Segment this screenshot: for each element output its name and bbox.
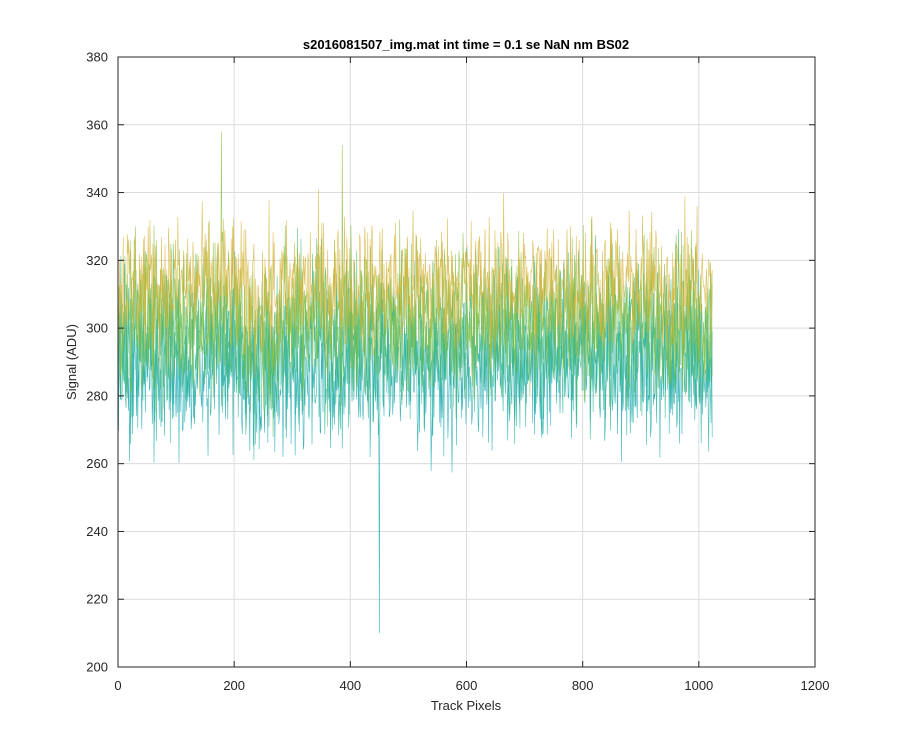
y-tick-label: 300 bbox=[86, 321, 108, 336]
y-tick-label: 340 bbox=[86, 185, 108, 200]
x-tick-label: 1000 bbox=[684, 678, 713, 693]
x-tick-label: 400 bbox=[339, 678, 361, 693]
y-tick-label: 320 bbox=[86, 253, 108, 268]
y-tick-label: 260 bbox=[86, 456, 108, 471]
y-tick-label: 360 bbox=[86, 117, 108, 132]
x-axis: 0 200 400 600 800 1000 1200 bbox=[114, 57, 829, 693]
x-tick-label: 600 bbox=[456, 678, 478, 693]
x-tick-label: 800 bbox=[572, 678, 594, 693]
x-tick-label: 1200 bbox=[801, 678, 830, 693]
x-axis-label: Track Pixels bbox=[431, 698, 502, 713]
y-tick-label: 280 bbox=[86, 388, 108, 403]
x-tick-label: 0 bbox=[114, 678, 121, 693]
y-tick-label: 240 bbox=[86, 524, 108, 539]
chart-title: s2016081507_img.mat int time = 0.1 se Na… bbox=[303, 37, 629, 52]
series-line-5 bbox=[117, 189, 713, 379]
y-tick-label: 220 bbox=[86, 592, 108, 607]
y-tick-label: 380 bbox=[86, 50, 108, 65]
x-tick-label: 200 bbox=[223, 678, 245, 693]
y-axis: 200 220 240 260 280 300 320 340 360 380 bbox=[86, 50, 815, 675]
series-layer bbox=[117, 131, 713, 634]
y-tick-label: 200 bbox=[86, 660, 108, 675]
y-axis-label: Signal (ADU) bbox=[64, 324, 79, 400]
plot-area: 0 200 400 600 800 1000 1200 200 220 240 260 280 300… bbox=[86, 50, 829, 694]
